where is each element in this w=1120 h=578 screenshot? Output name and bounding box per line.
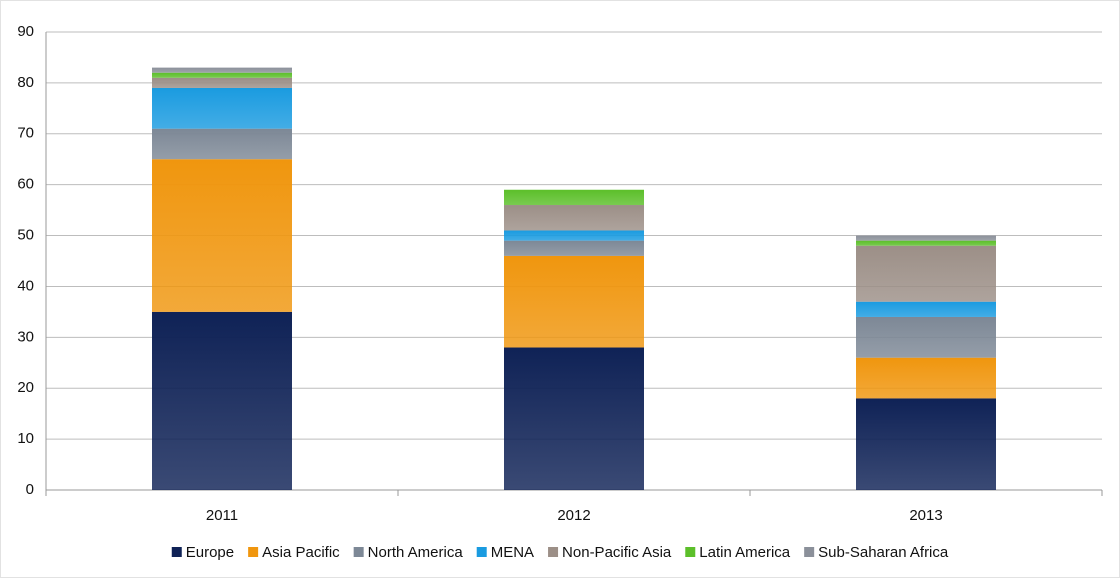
bar-segment bbox=[856, 357, 996, 399]
legend-swatch bbox=[353, 547, 364, 557]
bar-segment bbox=[504, 230, 644, 241]
bar-segment bbox=[856, 301, 996, 317]
y-tick-label: 0 bbox=[26, 481, 34, 498]
y-tick-label: 70 bbox=[17, 125, 34, 142]
y-tick-label: 40 bbox=[17, 277, 34, 294]
y-tick-label: 80 bbox=[17, 74, 34, 91]
bar-segment bbox=[504, 240, 644, 256]
x-tick-label: 2013 bbox=[909, 507, 942, 524]
legend-label: Non-Pacific Asia bbox=[562, 544, 672, 561]
y-tick-label: 90 bbox=[17, 23, 34, 40]
legend-swatch bbox=[171, 547, 182, 557]
legend-label: Asia Pacific bbox=[262, 544, 340, 561]
y-tick-label: 20 bbox=[17, 379, 34, 396]
bar-segment bbox=[504, 347, 644, 490]
bar-segment bbox=[152, 77, 292, 88]
bar-segment bbox=[856, 235, 996, 241]
bar-segment bbox=[856, 240, 996, 246]
legend-swatch bbox=[685, 547, 696, 557]
bar-segment bbox=[152, 159, 292, 312]
x-tick-label: 2012 bbox=[557, 507, 590, 524]
bar-segment bbox=[856, 398, 996, 490]
legend-label: Europe bbox=[186, 544, 234, 561]
legend-label: Latin America bbox=[699, 544, 791, 561]
y-tick-label: 60 bbox=[17, 176, 34, 193]
legend-swatch bbox=[476, 547, 487, 557]
bar-segment bbox=[152, 311, 292, 490]
x-tick-label: 2011 bbox=[206, 507, 238, 524]
legend-label: MENA bbox=[491, 544, 534, 561]
legend-swatch bbox=[248, 547, 259, 557]
legend-swatch bbox=[804, 547, 815, 557]
bar-segment bbox=[152, 67, 292, 73]
y-tick-label: 30 bbox=[17, 328, 34, 345]
bar-segment bbox=[152, 87, 292, 129]
y-tick-label: 10 bbox=[17, 430, 34, 447]
legend-swatch bbox=[548, 547, 559, 557]
y-tick-label: 50 bbox=[17, 227, 34, 244]
legend-label: Sub-Saharan Africa bbox=[818, 544, 949, 561]
bar-segment bbox=[152, 72, 292, 78]
bar-segment bbox=[504, 205, 644, 231]
legend-label: North America bbox=[368, 544, 464, 561]
bar-segment bbox=[856, 316, 996, 358]
bar-segment bbox=[152, 128, 292, 160]
bar-segment bbox=[856, 245, 996, 302]
bar-segment bbox=[504, 255, 644, 348]
bar-segment bbox=[504, 189, 644, 206]
